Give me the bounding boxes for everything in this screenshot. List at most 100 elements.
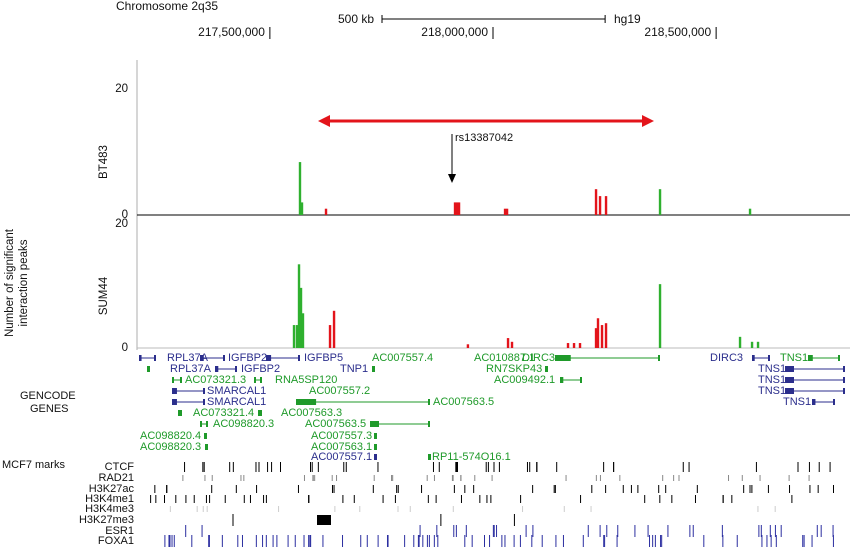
gene-label: AC098820.4 xyxy=(140,430,201,442)
gene-exon xyxy=(200,355,204,361)
peak-bar xyxy=(295,325,299,348)
gene-exon xyxy=(560,377,564,383)
mark-track-label: FOXA1 xyxy=(98,535,134,547)
peak-bar xyxy=(455,202,459,215)
gene-exon xyxy=(428,421,430,427)
gencode-title: GENCODE GENES xyxy=(20,390,76,415)
peak-bar xyxy=(510,341,514,348)
gene-exon xyxy=(148,366,150,372)
gene-exon xyxy=(180,377,182,383)
mark-track-label: H3K27ac xyxy=(89,483,135,495)
gene-exon xyxy=(235,366,237,372)
gene-exon xyxy=(266,355,272,361)
gene-label: IGFBP2 xyxy=(228,352,267,364)
gene-label: AC073321.3 xyxy=(185,374,246,386)
mark-block xyxy=(317,515,331,525)
peak-bar xyxy=(604,323,608,348)
x-tick-label: 217,500,000 xyxy=(198,25,265,39)
gene-exon xyxy=(375,444,377,450)
gene-exon xyxy=(258,410,260,416)
peak-bar xyxy=(297,264,301,348)
gene-label: AC007563.3 xyxy=(281,407,342,419)
peak-bar xyxy=(756,341,760,348)
gene-exon xyxy=(843,388,845,394)
peak-bar xyxy=(298,162,302,215)
gene-label: TNS1 xyxy=(758,363,786,375)
peak-bar xyxy=(738,336,742,348)
gene-label: AC098820.3 xyxy=(140,441,201,453)
gene-exon xyxy=(833,399,835,405)
gene-exon xyxy=(370,421,379,427)
gene-exon xyxy=(375,433,377,439)
gene-label: TNS1 xyxy=(758,374,786,386)
gene-exon xyxy=(206,421,208,427)
gene-exon xyxy=(172,377,174,383)
gene-label: SMARCAL1 xyxy=(207,396,266,408)
panel-title: BT483 xyxy=(98,145,110,179)
gene-exon xyxy=(203,388,205,394)
gene-label: AC073321.4 xyxy=(193,407,254,419)
gene-exon xyxy=(298,355,300,361)
gene-label: TNS1 xyxy=(758,385,786,397)
snp-marker xyxy=(448,134,456,183)
gene-label: DIRC3 xyxy=(522,352,555,364)
peak-bar xyxy=(600,325,604,348)
gene-label: RPL37A xyxy=(170,363,212,375)
gene-exon xyxy=(254,377,256,383)
peak-bar xyxy=(328,325,332,348)
gene-exon xyxy=(200,421,202,427)
mark-track-label: ESR1 xyxy=(105,525,134,537)
gene-label: AC010887.1 xyxy=(474,352,535,364)
marks-title: MCF7 marks xyxy=(2,459,65,471)
mark-track-label: RAD21 xyxy=(99,472,134,484)
gene-exon xyxy=(843,377,845,383)
gene-exon xyxy=(428,399,430,405)
peak-bar xyxy=(566,343,570,348)
x-tick-label: 218,500,000 xyxy=(644,25,711,39)
y-axis-title-line: interaction peaks xyxy=(18,239,30,326)
gene-exon xyxy=(580,377,582,383)
peak-bar xyxy=(503,208,507,215)
gene-label: AC007557.2 xyxy=(309,385,370,397)
gene-exon xyxy=(260,410,262,416)
peak-bar xyxy=(466,344,470,348)
mark-track-label: H3K4me1 xyxy=(85,493,134,505)
gene-label: AC007563.5 xyxy=(433,396,494,408)
gene-exon xyxy=(172,388,177,394)
y-tick-label: 0 xyxy=(122,209,128,221)
gencode-title-line: GENCODE xyxy=(20,390,76,402)
gene-label: RP11-574O16.1 xyxy=(432,451,511,463)
peak-bar xyxy=(457,202,461,215)
peak-bar xyxy=(596,318,600,348)
y-axis-title: Number of significant interaction peaks xyxy=(4,228,30,337)
gene-exon xyxy=(812,399,816,405)
gene-exon xyxy=(658,355,660,361)
region-arrow xyxy=(318,115,654,127)
gene-exon xyxy=(808,355,813,361)
gene-label: RNA5SP120 xyxy=(275,374,337,386)
mark-track-label: H3K4me3 xyxy=(85,503,134,515)
x-tick-label: 218,000,000 xyxy=(421,25,488,39)
scale-bar-label: 500 kb xyxy=(338,12,374,26)
gene-exon xyxy=(768,355,770,361)
peak-bar xyxy=(658,189,662,215)
gene-exon xyxy=(429,454,431,460)
gene-exon xyxy=(785,388,794,394)
gene-exon xyxy=(178,410,180,416)
peak-bar xyxy=(598,196,602,215)
mark-track-label: CTCF xyxy=(105,461,135,473)
peak-bar xyxy=(750,341,754,348)
gencode-title-line: GENES xyxy=(30,403,69,415)
peak-bar xyxy=(594,328,598,348)
peak-bar xyxy=(506,338,510,348)
peak-bar xyxy=(299,287,303,348)
gene-label: AC007557.4 xyxy=(372,352,433,364)
gene-label: DIRC3 xyxy=(710,352,743,364)
gene-label: AC007563.5 xyxy=(305,418,366,430)
gene-exon xyxy=(296,399,317,405)
peak-bar xyxy=(453,202,457,215)
gene-exon xyxy=(752,355,755,361)
gene-label: AC007557.3 xyxy=(311,430,372,442)
gene-exon xyxy=(139,355,142,361)
chromosome-label: Chromosome 2q35 xyxy=(116,0,218,13)
